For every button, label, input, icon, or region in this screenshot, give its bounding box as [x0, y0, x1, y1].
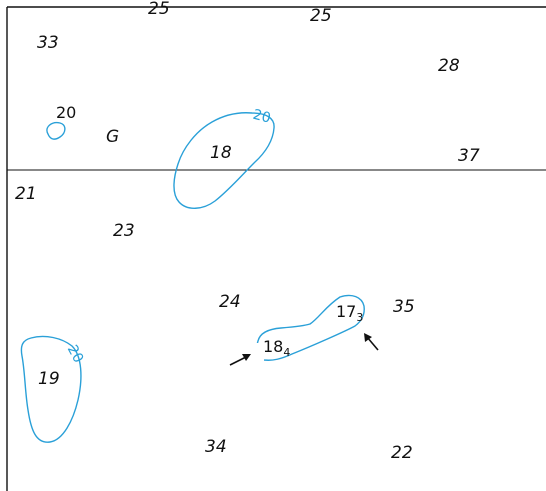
sounding: 37	[458, 146, 480, 166]
contour-lower-left	[20, 335, 82, 443]
sounding: 18	[210, 143, 232, 163]
contour-label-upper: 20	[251, 107, 272, 127]
seabed-letter: G	[106, 127, 119, 147]
sounding-top-left-partial: 25	[148, 0, 170, 19]
contour-shoal-center	[255, 294, 365, 361]
sounding: 22	[391, 443, 413, 463]
sounding: 25	[310, 6, 332, 26]
arrow-icon	[229, 354, 251, 366]
sounding: 19	[38, 369, 60, 389]
sounding: 34	[205, 437, 227, 457]
label-mask	[212, 343, 264, 371]
sounding: 35	[393, 297, 415, 317]
arrow-icon	[364, 333, 379, 351]
sounding: 33	[37, 33, 59, 53]
contour-upper	[173, 112, 275, 209]
sounding: 21	[15, 184, 37, 204]
sounding: 23	[113, 221, 135, 241]
contour-small-left	[46, 121, 66, 140]
upright-sounding-18-4: 184	[263, 337, 290, 359]
sounding: 28	[438, 56, 460, 76]
upright-sounding: 20	[56, 103, 76, 122]
sounding: 24	[219, 292, 241, 312]
upright-sounding-17-3: 173	[336, 302, 363, 324]
contour-label-lower-left: 20	[64, 343, 86, 366]
